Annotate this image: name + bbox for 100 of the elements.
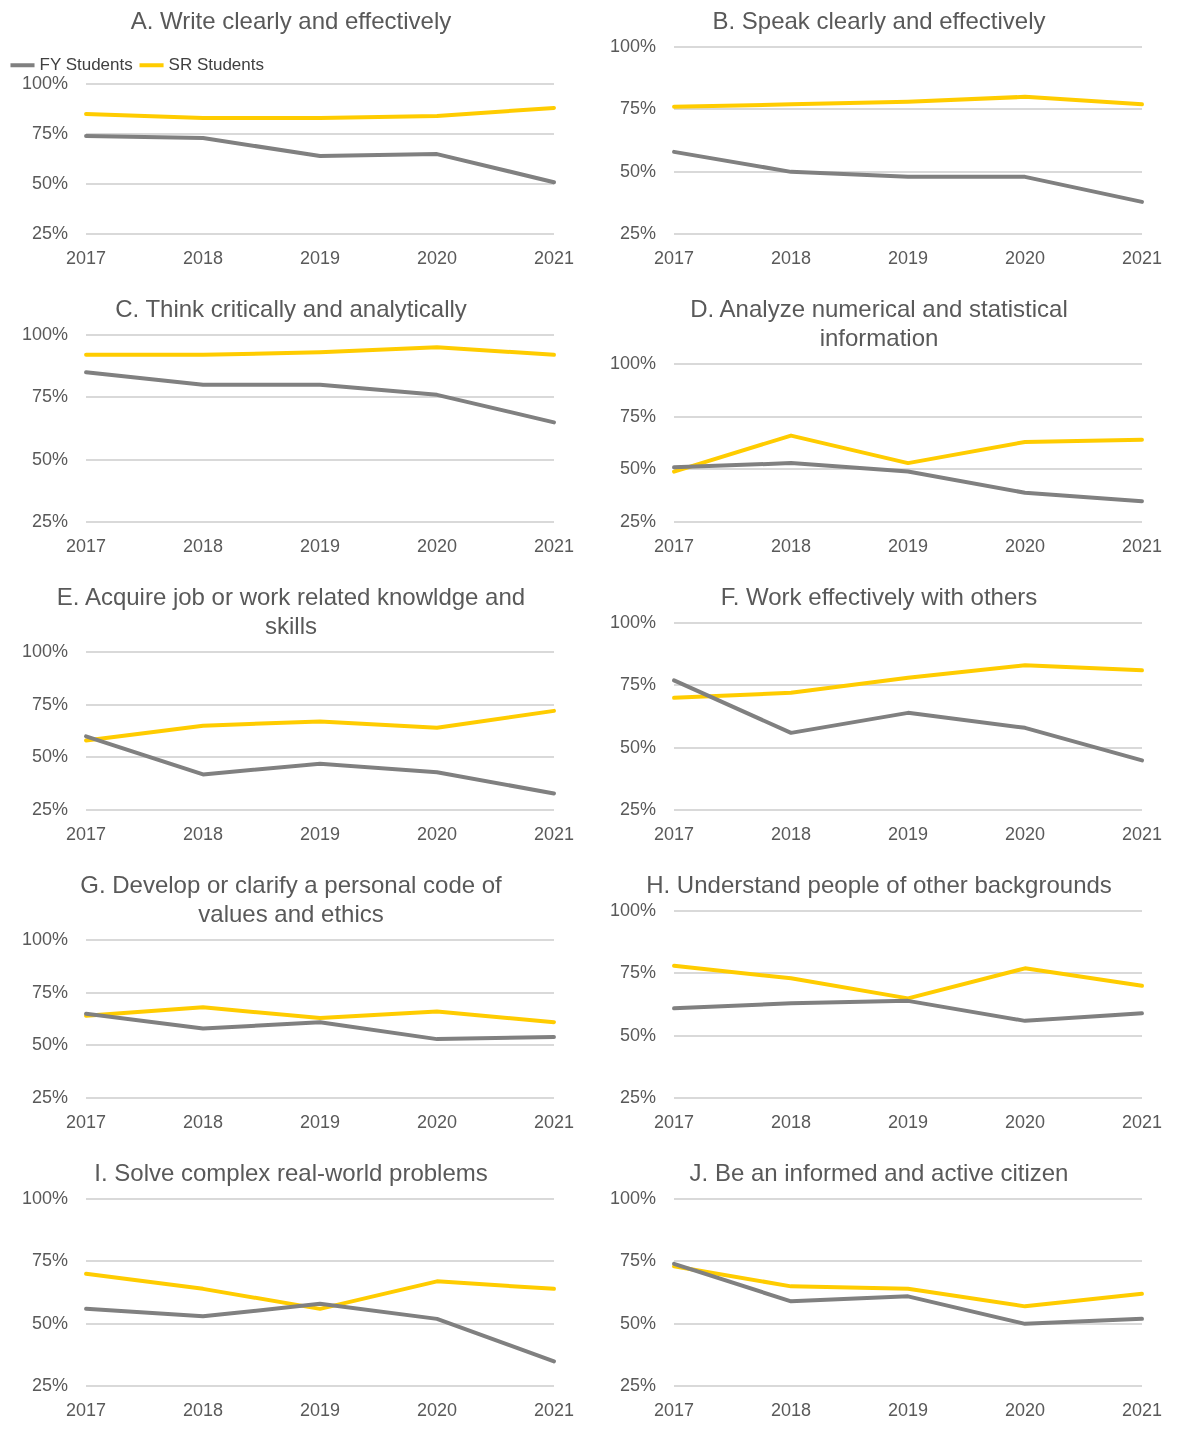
x-tick-label: 2018	[183, 248, 224, 269]
x-tick-label: 2020	[1004, 1112, 1046, 1133]
x-tick-label: 2019	[299, 536, 341, 557]
x-tick-label: 2019	[299, 824, 341, 845]
y-tick-label: 75%	[620, 405, 657, 426]
x-tick-label: 2021	[533, 824, 574, 845]
chart-title: I. Solve complex real-world problems	[94, 1159, 488, 1187]
y-tick-label: 100%	[609, 1187, 657, 1208]
y-tick-label: 100%	[21, 72, 69, 93]
x-tick-label: 2017	[66, 536, 107, 557]
x-tick-label: 2021	[533, 248, 574, 269]
x-tick-label: 2017	[654, 248, 695, 269]
x-tick-label: 2021	[1121, 1400, 1162, 1421]
y-tick-label: 25%	[620, 1087, 657, 1108]
y-tick-label: 100%	[609, 35, 657, 56]
x-tick-label: 2017	[654, 536, 695, 557]
y-tick-label: 50%	[620, 736, 657, 757]
x-tick-label: 2020	[416, 1112, 458, 1133]
y-tick-label: 100%	[609, 611, 657, 632]
x-tick-label: 2020	[416, 824, 458, 845]
y-tick-label: 50%	[32, 1034, 69, 1055]
x-tick-label: 2020	[416, 536, 458, 557]
x-tick-label: 2018	[771, 1400, 812, 1421]
x-tick-label: 2019	[887, 536, 929, 557]
x-tick-label: 2019	[887, 248, 929, 269]
x-tick-label: 2018	[771, 536, 812, 557]
x-tick-label: 2018	[771, 824, 812, 845]
y-tick-label: 75%	[620, 962, 657, 983]
chart-title: B. Speak clearly and effectively	[712, 7, 1046, 35]
y-tick-label: 25%	[32, 511, 69, 532]
y-tick-label: 100%	[609, 352, 657, 373]
x-tick-label: 2019	[299, 1400, 341, 1421]
y-tick-label: 50%	[620, 1312, 657, 1333]
legend-label: SR Students	[168, 54, 264, 74]
legend-label: FY Students	[39, 54, 133, 74]
x-tick-label: 2020	[416, 1400, 458, 1421]
x-tick-label: 2017	[654, 1400, 695, 1421]
y-tick-label: 25%	[620, 799, 657, 820]
y-tick-label: 75%	[32, 1250, 69, 1271]
y-tick-label: 25%	[620, 1375, 657, 1396]
x-tick-label: 2021	[533, 536, 574, 557]
y-tick-label: 25%	[32, 1375, 69, 1396]
x-tick-label: 2019	[299, 1112, 341, 1133]
x-tick-label: 2018	[183, 1400, 224, 1421]
x-tick-label: 2017	[654, 1112, 695, 1133]
chart-title: C. Think critically and analytically	[115, 295, 467, 323]
y-tick-label: 100%	[21, 640, 69, 661]
y-tick-label: 50%	[620, 458, 657, 479]
x-tick-label: 2019	[299, 248, 341, 269]
y-tick-label: 75%	[620, 674, 657, 695]
y-tick-label: 25%	[32, 1087, 69, 1108]
x-tick-label: 2018	[771, 1112, 812, 1133]
x-tick-label: 2018	[183, 824, 224, 845]
x-tick-label: 2020	[416, 248, 458, 269]
y-tick-label: 50%	[32, 1312, 69, 1333]
y-tick-label: 25%	[620, 511, 657, 532]
y-tick-label: 50%	[32, 448, 69, 469]
chart-title: J. Be an informed and active citizen	[689, 1159, 1069, 1187]
x-tick-label: 2019	[887, 1400, 929, 1421]
x-tick-label: 2019	[887, 1112, 929, 1133]
y-tick-label: 25%	[32, 799, 69, 820]
chart-title: E. Acquire job or work related knowldge and skills	[56, 583, 526, 639]
x-tick-label: 2021	[533, 1400, 574, 1421]
x-tick-label: 2020	[1004, 536, 1046, 557]
x-tick-label: 2021	[1121, 824, 1162, 845]
x-tick-label: 2021	[1121, 248, 1162, 269]
y-tick-label: 100%	[21, 928, 69, 949]
y-tick-label: 100%	[21, 323, 69, 344]
y-tick-label: 100%	[21, 1187, 69, 1208]
x-tick-label: 2017	[66, 248, 107, 269]
x-tick-label: 2018	[771, 248, 812, 269]
y-tick-label: 100%	[609, 899, 657, 920]
x-tick-label: 2017	[66, 1112, 107, 1133]
chart-title: F. Work effectively with others	[720, 583, 1038, 611]
x-tick-label: 2021	[1121, 1112, 1162, 1133]
chart-title: H. Understand people of other backgrounds	[646, 871, 1112, 899]
x-tick-label: 2018	[183, 1112, 224, 1133]
x-tick-label: 2018	[183, 536, 224, 557]
chart-title: A. Write clearly and effectively	[130, 7, 452, 35]
x-tick-label: 2017	[66, 1400, 107, 1421]
y-tick-label: 75%	[620, 98, 657, 119]
y-tick-label: 75%	[32, 981, 69, 1002]
chart-title: D. Analyze numerical and statistical information	[690, 295, 1068, 351]
x-tick-label: 2017	[66, 824, 107, 845]
x-tick-label: 2019	[887, 824, 929, 845]
y-tick-label: 25%	[620, 223, 657, 244]
x-tick-label: 2017	[654, 824, 695, 845]
x-tick-label: 2020	[1004, 824, 1046, 845]
y-tick-label: 75%	[32, 386, 69, 407]
y-tick-label: 50%	[620, 160, 657, 181]
y-tick-label: 75%	[620, 1250, 657, 1271]
y-tick-label: 25%	[32, 223, 69, 244]
x-tick-label: 2021	[1121, 536, 1162, 557]
y-tick-label: 50%	[32, 746, 69, 767]
x-tick-label: 2020	[1004, 1400, 1046, 1421]
y-tick-label: 75%	[32, 693, 69, 714]
x-tick-label: 2020	[1004, 248, 1046, 269]
x-tick-label: 2021	[533, 1112, 574, 1133]
chart-title: G. Develop or clarify a personal code of values and ethics	[80, 871, 503, 927]
y-tick-label: 50%	[620, 1024, 657, 1045]
